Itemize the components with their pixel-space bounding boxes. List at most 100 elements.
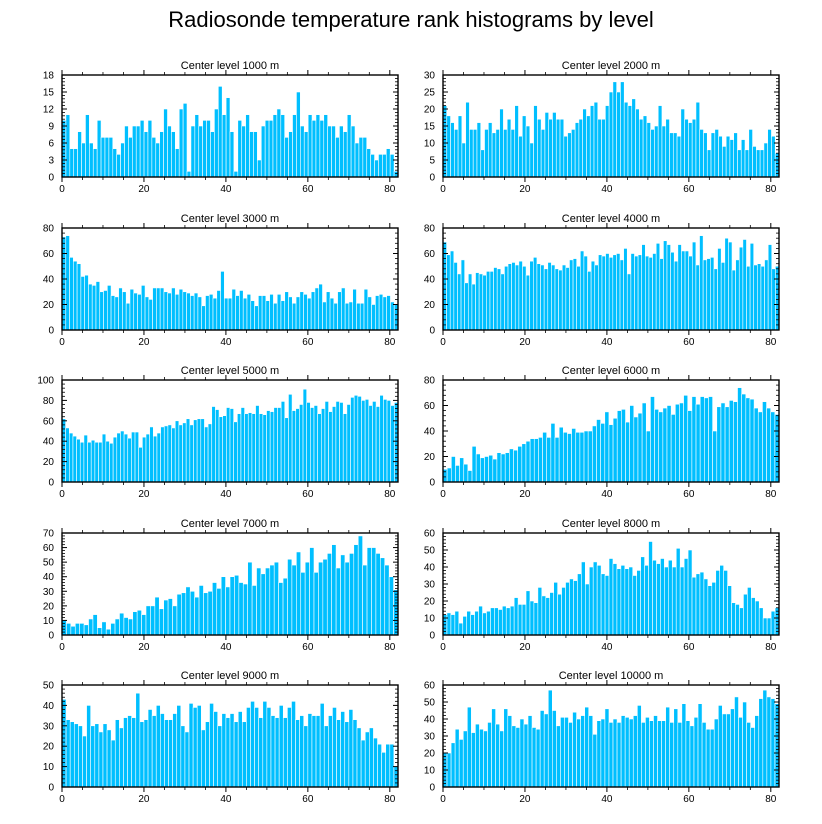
bar	[503, 129, 508, 178]
bar	[487, 722, 492, 788]
bar	[600, 718, 606, 788]
bar	[519, 718, 525, 788]
bar	[69, 432, 74, 483]
y-tick-label: 20	[424, 749, 436, 760]
bar	[310, 291, 316, 331]
bar	[156, 432, 161, 483]
bar	[342, 413, 348, 483]
bar	[231, 288, 236, 331]
bar	[332, 707, 337, 788]
bar	[247, 412, 253, 483]
bar	[454, 129, 459, 178]
y-tick-label: 0	[429, 478, 435, 489]
bar	[246, 293, 252, 331]
bar	[695, 101, 701, 178]
bar	[656, 563, 661, 636]
bar	[273, 407, 278, 483]
y-tick-label: 100	[37, 376, 54, 387]
bar	[600, 423, 606, 483]
bar	[750, 727, 756, 788]
bar	[186, 171, 192, 178]
bar	[359, 302, 365, 331]
panel-2: Center level 2000 m 0 5 10 15 20 25 30 0 20 40 60 80	[424, 60, 780, 195]
bar	[233, 421, 238, 483]
bar	[233, 721, 239, 788]
bar	[756, 149, 761, 178]
bar	[670, 414, 676, 483]
bar	[552, 710, 557, 788]
x-tick-label: 40	[601, 642, 613, 653]
bar	[737, 387, 742, 483]
bar	[724, 406, 730, 483]
bar	[299, 404, 304, 483]
bar	[300, 125, 305, 178]
bar	[695, 264, 700, 331]
bar	[315, 114, 321, 178]
bar	[381, 752, 387, 788]
bar	[352, 288, 357, 331]
bar	[604, 708, 610, 788]
bar	[621, 409, 626, 483]
bar	[505, 607, 511, 636]
bar	[525, 274, 531, 331]
bar	[349, 553, 355, 636]
bar	[163, 425, 169, 483]
y-tick-label: 60	[424, 401, 436, 412]
bar	[703, 132, 708, 178]
x-tick-label: 0	[59, 642, 65, 653]
bar	[660, 558, 665, 636]
bar	[229, 576, 235, 636]
bar	[242, 583, 248, 636]
bar	[559, 118, 565, 178]
bar	[545, 597, 551, 636]
bar	[307, 713, 313, 788]
bar	[552, 112, 557, 178]
bar	[625, 421, 630, 483]
bar	[229, 408, 234, 483]
bar	[565, 581, 570, 636]
bar	[567, 433, 572, 483]
bar	[453, 262, 458, 331]
bar	[501, 605, 507, 636]
bar	[210, 131, 215, 178]
bar	[274, 717, 280, 788]
bar	[584, 706, 590, 788]
bar	[131, 717, 137, 788]
bar	[388, 576, 394, 636]
bar	[87, 441, 92, 483]
bar	[529, 600, 535, 636]
bar	[280, 300, 286, 331]
y-tick-label: 80	[43, 396, 55, 407]
bar	[125, 302, 131, 331]
bar	[200, 418, 205, 483]
y-tick-label: 40	[43, 572, 55, 583]
bar	[260, 125, 266, 178]
bar	[363, 288, 369, 331]
bar	[491, 708, 496, 788]
bar	[596, 564, 602, 636]
bar	[348, 709, 354, 788]
bar	[107, 285, 112, 331]
panel-5: Center level 5000 m 0 20 40 60 80 100 0 20 40 60 80	[37, 365, 399, 500]
bar	[760, 265, 765, 331]
y-tick-label: 80	[424, 224, 436, 235]
panel-8: Center level 8000 m 0 10 20 30 40 50 60 0 20 40 60 8…	[424, 518, 780, 653]
bar	[99, 291, 104, 331]
bar	[531, 727, 537, 788]
bar	[521, 604, 527, 636]
bar	[490, 607, 495, 636]
bar	[543, 268, 549, 331]
bar	[86, 705, 91, 788]
bar	[664, 566, 669, 636]
bar	[364, 399, 370, 483]
bar	[466, 706, 472, 788]
bar	[762, 689, 768, 788]
bar	[299, 715, 305, 788]
bar	[336, 719, 341, 788]
bar	[207, 423, 213, 483]
bar	[624, 716, 630, 788]
bar	[681, 703, 687, 788]
bar	[142, 436, 147, 483]
x-tick-label: 40	[220, 184, 232, 195]
bar	[767, 129, 772, 178]
